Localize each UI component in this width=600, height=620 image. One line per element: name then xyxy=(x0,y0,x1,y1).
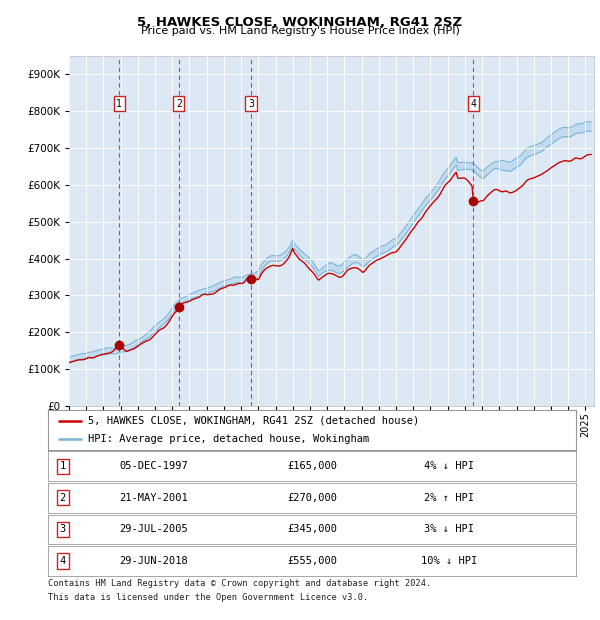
Text: £270,000: £270,000 xyxy=(287,493,337,503)
Text: This data is licensed under the Open Government Licence v3.0.: This data is licensed under the Open Gov… xyxy=(48,593,368,602)
Text: Contains HM Land Registry data © Crown copyright and database right 2024.: Contains HM Land Registry data © Crown c… xyxy=(48,579,431,588)
Text: 3% ↓ HPI: 3% ↓ HPI xyxy=(424,525,474,534)
Text: 3: 3 xyxy=(248,99,254,108)
Text: 5, HAWKES CLOSE, WOKINGHAM, RG41 2SZ: 5, HAWKES CLOSE, WOKINGHAM, RG41 2SZ xyxy=(137,16,463,29)
Text: 29-JUN-2018: 29-JUN-2018 xyxy=(119,556,188,566)
Text: HPI: Average price, detached house, Wokingham: HPI: Average price, detached house, Woki… xyxy=(88,434,369,444)
Text: 29-JUL-2005: 29-JUL-2005 xyxy=(119,525,188,534)
Text: 3: 3 xyxy=(59,525,66,534)
Text: £345,000: £345,000 xyxy=(287,525,337,534)
Text: 05-DEC-1997: 05-DEC-1997 xyxy=(119,461,188,471)
Text: Price paid vs. HM Land Registry's House Price Index (HPI): Price paid vs. HM Land Registry's House … xyxy=(140,26,460,36)
Text: 5, HAWKES CLOSE, WOKINGHAM, RG41 2SZ (detached house): 5, HAWKES CLOSE, WOKINGHAM, RG41 2SZ (de… xyxy=(88,416,419,426)
Text: 10% ↓ HPI: 10% ↓ HPI xyxy=(421,556,478,566)
Text: 21-MAY-2001: 21-MAY-2001 xyxy=(119,493,188,503)
Text: 2% ↑ HPI: 2% ↑ HPI xyxy=(424,493,474,503)
Text: 1: 1 xyxy=(59,461,66,471)
Text: 1: 1 xyxy=(116,99,122,108)
Text: 4% ↓ HPI: 4% ↓ HPI xyxy=(424,461,474,471)
Text: 2: 2 xyxy=(176,99,182,108)
Text: 4: 4 xyxy=(59,556,66,566)
Text: 4: 4 xyxy=(470,99,476,108)
Text: 2: 2 xyxy=(59,493,66,503)
Text: £555,000: £555,000 xyxy=(287,556,337,566)
Text: £165,000: £165,000 xyxy=(287,461,337,471)
